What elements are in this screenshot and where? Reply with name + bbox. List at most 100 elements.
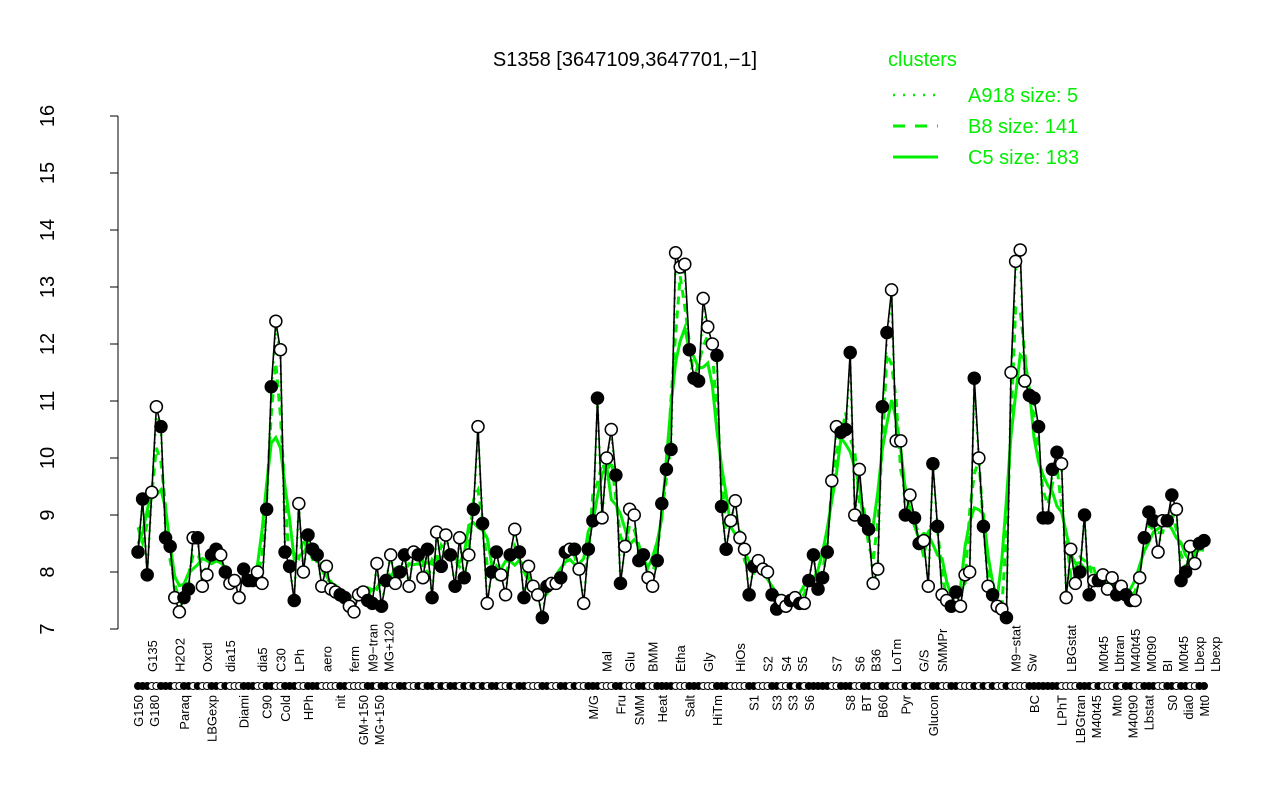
data-point [953, 599, 968, 613]
data-point [967, 371, 982, 385]
data-point [723, 513, 738, 528]
x-tick-label: nit [333, 695, 348, 709]
data-point [145, 485, 159, 499]
data-point [999, 610, 1014, 625]
data-point [710, 348, 724, 363]
data-point [508, 522, 522, 536]
data-point [200, 568, 214, 582]
data-point [861, 522, 876, 536]
data-point [1031, 419, 1046, 434]
y-tick-label: 9 [37, 509, 59, 520]
data-point [875, 399, 890, 414]
data-point [420, 542, 435, 556]
x-tick-label: Etha [673, 644, 688, 672]
x-tick-label: LBGtran [1073, 695, 1088, 743]
x-tick-label: Heat [655, 695, 670, 723]
x-tick-label: M40t90 [1126, 695, 1141, 738]
x-tick-label: Gly [701, 652, 716, 672]
data-point [218, 565, 233, 579]
x-tick-label: C30 [273, 648, 288, 672]
data-point [149, 399, 164, 414]
sample-rug [134, 682, 1208, 690]
data-point [930, 519, 945, 534]
data-point [655, 496, 669, 511]
data-point [581, 542, 596, 556]
data-point [1160, 513, 1174, 528]
x-tick-label: Fru [614, 695, 629, 715]
data-point [609, 468, 623, 482]
data-point [815, 570, 830, 585]
x-tick-label: dia0 [1181, 695, 1196, 720]
data-point [195, 579, 210, 593]
data-point [553, 570, 568, 585]
x-tick-label: M40t45 [1089, 695, 1104, 738]
data-point [1077, 508, 1092, 522]
x-tick-label: S4 [779, 656, 794, 672]
x-tick-label: GM+150 [356, 695, 371, 745]
data-point [691, 374, 706, 388]
data-point [521, 559, 536, 574]
x-tick-label: aero [319, 646, 334, 672]
data-point [884, 283, 899, 297]
data-point [825, 474, 839, 488]
x-tick-label: S3 [770, 695, 785, 711]
data-point [494, 568, 508, 582]
data-point [292, 496, 306, 511]
data-point [916, 533, 931, 548]
data-point [172, 605, 187, 619]
data-point [678, 257, 692, 271]
data-point [1151, 545, 1165, 559]
y-tick-label: 8 [37, 566, 59, 577]
data-point [425, 590, 439, 605]
data-point [466, 502, 481, 517]
x-tick-label: LoTm [889, 639, 904, 672]
data-point [907, 511, 922, 525]
x-tick-label: BC [1027, 695, 1042, 713]
data-point [838, 422, 853, 437]
data-point [572, 562, 586, 576]
data-point [1059, 590, 1073, 605]
data-point [213, 548, 228, 562]
data-point [719, 542, 733, 556]
x-tick-label: Lbexp [1192, 637, 1207, 672]
data-point [742, 588, 756, 602]
legend-label-a918: A918 size: 5 [968, 85, 1078, 107]
data-point [259, 502, 274, 517]
x-tick-label: Glucon [926, 695, 941, 736]
x-tick-label: Cold [278, 695, 293, 722]
data-point [236, 562, 251, 576]
x-tick-label: M0t90 [1144, 636, 1159, 672]
data-point [760, 565, 775, 579]
x-tick-label: dia5 [255, 647, 270, 672]
x-tick-label: Mal [600, 651, 615, 672]
x-tick-label: SMMPr [935, 628, 950, 672]
data-point [190, 531, 205, 545]
data-point [871, 562, 885, 576]
data-point [880, 325, 894, 340]
data-point [705, 337, 720, 351]
data-point [733, 531, 747, 545]
data-point [296, 565, 311, 579]
y-axis: 7 8 9 10 11 12 13 14 15 16 [37, 105, 119, 635]
data-point [287, 593, 301, 608]
data-point [273, 342, 288, 357]
data-point [319, 559, 334, 574]
data-point [1073, 565, 1087, 579]
data-point [154, 419, 168, 434]
data-point [1018, 374, 1032, 388]
data-point [282, 559, 297, 574]
data-point [310, 548, 324, 562]
x-tick-label: Sw [1025, 653, 1040, 672]
x-tick-label: dia15 [223, 640, 238, 672]
data-point [664, 442, 678, 457]
x-tick-label: G135 [145, 640, 160, 672]
x-tick-label: M9−stat [1009, 625, 1024, 672]
x-tick-label: S1 [747, 695, 762, 711]
data-point [985, 588, 1000, 602]
data-point [475, 516, 490, 531]
data-point [645, 579, 660, 593]
data-point [1165, 488, 1179, 502]
x-tick-label: BT [859, 695, 874, 712]
data-point [613, 576, 628, 591]
